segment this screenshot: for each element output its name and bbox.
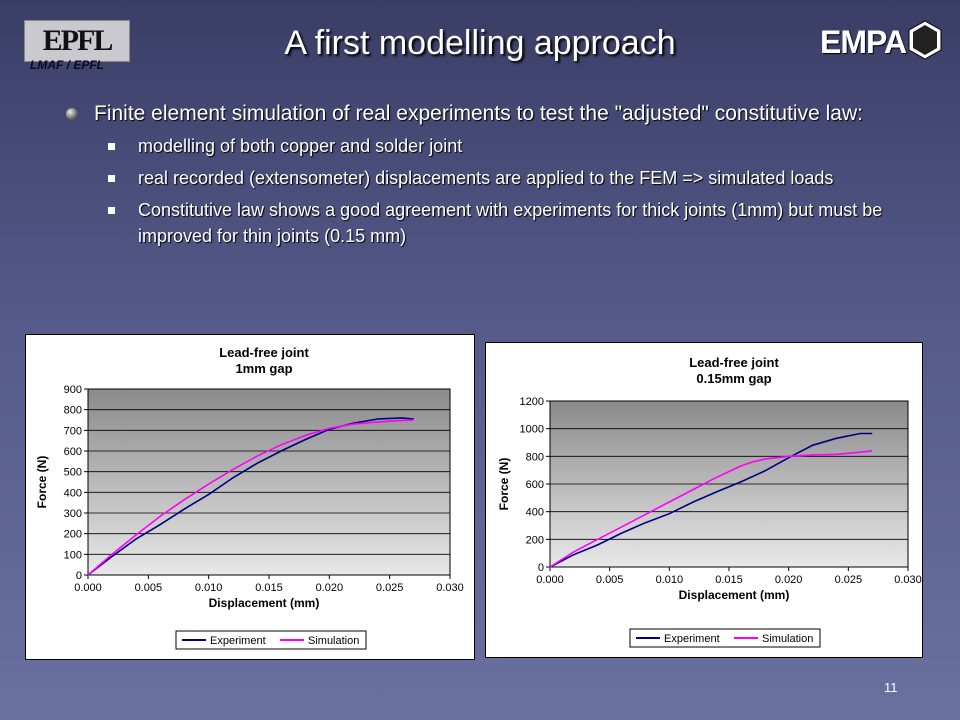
y-tick-label: 1000: [520, 424, 544, 436]
x-tick-label: 0.025: [376, 582, 404, 594]
y-tick-label: 200: [64, 529, 82, 541]
y-tick-label: 500: [64, 467, 82, 479]
bullet-list: Finite element simulation of real experi…: [64, 100, 924, 249]
bullet-dot-icon: [66, 108, 78, 120]
x-tick-label: 0.015: [715, 574, 743, 586]
sub-bullet: modelling of both copper and solder join…: [64, 133, 924, 159]
y-tick-label: 800: [64, 405, 82, 417]
x-tick-label: 0.025: [835, 574, 863, 586]
epfl-logo: EPFL: [24, 20, 130, 62]
page-number: 11: [884, 680, 898, 695]
y-tick-label: 400: [64, 487, 82, 499]
y-tick-label: 200: [526, 534, 544, 546]
series-line-simulation: [549, 450, 873, 568]
y-tick-label: 600: [64, 446, 82, 458]
chart-subtitle: 1mm gap: [235, 361, 292, 376]
x-tick-label: 0.030: [436, 582, 464, 594]
y-tick-label: 100: [64, 549, 82, 561]
y-tick-label: 700: [64, 425, 82, 437]
empa-hex-icon: [908, 20, 942, 60]
y-tick-label: 800: [526, 451, 544, 463]
x-axis-label: Displacement (mm): [209, 596, 320, 610]
legend-label-experiment: Experiment: [664, 633, 720, 645]
sub-bullet: Constitutive law shows a good agreement …: [64, 197, 924, 249]
chart-title: Lead-free joint: [689, 355, 779, 370]
y-tick-label: 600: [526, 479, 544, 491]
legend-box: [629, 628, 821, 648]
chart-1mm: Lead-free joint 1mm gap 0 100 200 300 400 500 60…: [25, 334, 475, 660]
x-tick-label: 0.005: [596, 574, 624, 586]
y-tick-label: 900: [64, 384, 82, 396]
x-tick-label: 0.030: [894, 574, 922, 586]
y-tick-label: 0: [76, 570, 82, 582]
legend: Experiment Simulation: [175, 630, 367, 650]
y-axis-label: Force (N): [497, 458, 511, 511]
chart-015mm: Lead-free joint 0.15mm gap 0 200 400 600 800 10…: [485, 342, 923, 658]
x-tick-label: 0.005: [135, 582, 163, 594]
square-bullet-icon: [108, 207, 115, 214]
series-line-simulation: [87, 419, 414, 576]
sub-bullet: real recorded (extensometer) displacemen…: [64, 165, 924, 191]
x-tick-label: 0.015: [255, 582, 283, 594]
slide-title: A first modelling approach: [284, 24, 676, 62]
chart-subtitle: 0.15mm gap: [696, 371, 771, 386]
series-line-experiment: [549, 432, 873, 568]
y-tick-label: 400: [526, 507, 544, 519]
legend: Experiment Simulation: [629, 628, 821, 648]
y-axis-label: Force (N): [35, 456, 49, 509]
square-bullet-icon: [108, 175, 115, 182]
chart-title: Lead-free joint: [219, 345, 309, 360]
x-tick-label: 0.010: [195, 582, 223, 594]
y-tick-label: 0: [538, 562, 544, 574]
empa-logo: EMPA: [820, 20, 942, 64]
x-tick-label: 0.000: [74, 582, 102, 594]
square-bullet-icon: [108, 143, 115, 150]
plot-area: [87, 388, 451, 576]
y-tick-label: 300: [64, 508, 82, 520]
x-tick-label: 0.000: [536, 574, 564, 586]
lmaf-caption: LMAF / EPFL: [30, 58, 104, 72]
legend-label-simulation: Simulation: [308, 635, 359, 647]
legend-box: [175, 630, 367, 650]
x-tick-label: 0.020: [316, 582, 344, 594]
series-line-experiment: [87, 417, 414, 576]
main-bullet: Finite element simulation of real experi…: [64, 100, 924, 127]
x-tick-label: 0.020: [775, 574, 803, 586]
x-tick-label: 0.010: [656, 574, 684, 586]
legend-label-experiment: Experiment: [210, 635, 266, 647]
x-axis-label: Displacement (mm): [679, 588, 790, 602]
legend-label-simulation: Simulation: [762, 633, 813, 645]
y-tick-label: 1200: [520, 396, 544, 408]
